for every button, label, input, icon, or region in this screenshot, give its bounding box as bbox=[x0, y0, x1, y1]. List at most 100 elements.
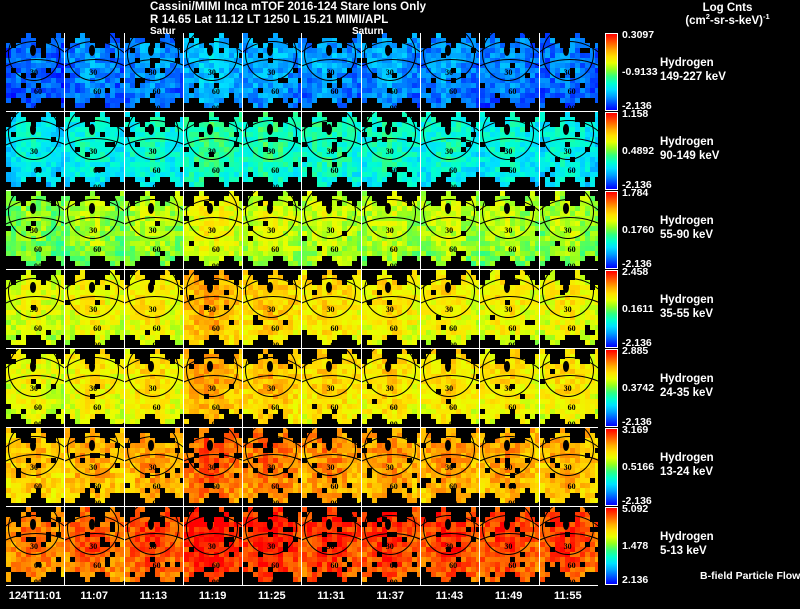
heatmap-cell bbox=[139, 88, 145, 93]
heatmap-cell bbox=[159, 53, 165, 58]
heatmap-cell bbox=[332, 88, 338, 93]
heatmap-cell bbox=[263, 88, 269, 93]
heatmap-cell bbox=[75, 103, 81, 108]
heatmap-cell bbox=[416, 108, 421, 111]
sky-map-panel[interactable]: 30 60 90 bbox=[183, 112, 243, 190]
heatmap-cell bbox=[174, 108, 180, 111]
sky-map-panel[interactable]: 30 60 90 bbox=[6, 112, 65, 190]
heatmap-cell bbox=[159, 73, 165, 78]
sky-map-panel[interactable]: 30 60 90 bbox=[65, 112, 124, 190]
sky-map-panel[interactable]: 30 60 90 bbox=[421, 112, 480, 191]
heatmap-cell bbox=[31, 93, 36, 98]
heatmap-cell bbox=[213, 83, 219, 88]
heatmap-cell bbox=[129, 63, 135, 68]
heatmap-cell bbox=[110, 73, 116, 78]
sky-map-panel[interactable]: 30 60 90 bbox=[539, 33, 598, 111]
sky-map-panel[interactable]: 30 60 90 bbox=[302, 112, 361, 190]
sky-map-panel[interactable]: 30 60 90 bbox=[65, 33, 124, 111]
sky-map-panel[interactable]: 30 60 90 bbox=[480, 112, 539, 190]
heatmap-cell bbox=[253, 48, 259, 53]
heatmap-cell bbox=[594, 33, 598, 38]
heatmap-cell bbox=[569, 93, 575, 98]
heatmap-cell bbox=[174, 33, 180, 38]
heatmap-cell bbox=[174, 43, 180, 48]
heatmap-cell bbox=[144, 48, 150, 53]
heatmap-cell bbox=[554, 93, 560, 98]
heatmap-cell bbox=[451, 83, 457, 88]
heatmap-cell bbox=[515, 108, 521, 111]
heatmap-cell bbox=[337, 68, 343, 73]
sky-map-panel[interactable]: 30 60 90 bbox=[124, 33, 183, 111]
heatmap-cell bbox=[198, 108, 204, 111]
heatmap-cell bbox=[406, 48, 412, 53]
pitch-angle-label: 30 bbox=[30, 68, 38, 77]
sky-map-panel[interactable]: 30 60 90 bbox=[183, 191, 243, 269]
heatmap-cell bbox=[56, 108, 61, 111]
sky-map-panel[interactable]: 30 60 90 bbox=[243, 191, 302, 269]
sky-map-panel[interactable]: 30 60 90 bbox=[124, 191, 183, 269]
heatmap-cell bbox=[110, 38, 116, 43]
heatmap-cell bbox=[366, 33, 372, 38]
heatmap-cell bbox=[401, 93, 407, 98]
planet-blob bbox=[444, 124, 451, 136]
heatmap-cell bbox=[327, 88, 333, 93]
heatmap-cell bbox=[46, 122, 51, 127]
pitch-angle-label: 90 bbox=[449, 183, 458, 191]
heatmap-cell bbox=[228, 53, 234, 58]
heatmap-cell bbox=[500, 103, 506, 108]
heatmap-cell bbox=[16, 38, 21, 43]
heatmap-cell bbox=[41, 33, 46, 38]
heatmap-cell bbox=[584, 88, 590, 93]
sky-map-panel[interactable]: 30 60 90 bbox=[421, 33, 480, 111]
heatmap-cell bbox=[36, 93, 41, 98]
heatmap-cell bbox=[327, 68, 333, 73]
heatmap-cell bbox=[569, 48, 575, 53]
sky-map-panel[interactable]: 30 60 90 bbox=[6, 191, 65, 269]
heatmap-cell bbox=[391, 83, 397, 88]
heatmap-cell bbox=[441, 103, 447, 108]
sky-map-panel[interactable]: 30 60 90 bbox=[243, 112, 302, 190]
sky-map-panel[interactable]: 30 60 90 bbox=[480, 33, 539, 111]
heatmap-cell bbox=[31, 88, 36, 93]
heatmap-cell bbox=[51, 98, 56, 103]
heatmap-cell bbox=[218, 88, 224, 93]
heatmap-cell bbox=[451, 33, 457, 38]
heatmap-cell bbox=[559, 88, 565, 93]
heatmap-cell bbox=[36, 132, 41, 137]
sky-map-panel[interactable]: 30 60 90 bbox=[6, 33, 65, 111]
sky-map-panel[interactable]: 30 60 90 bbox=[65, 191, 124, 269]
heatmap-cell bbox=[51, 152, 56, 157]
colorbar-units: (cm2-sr-s-keV)-1 bbox=[685, 12, 770, 27]
heatmap-cell bbox=[36, 98, 41, 103]
heatmap-cell bbox=[535, 33, 539, 38]
pitch-angle-label: 30 bbox=[326, 68, 335, 77]
heatmap-cell bbox=[26, 147, 31, 152]
heatmap-cell bbox=[352, 103, 358, 108]
sky-map-panel[interactable]: 30 60 90 bbox=[539, 112, 598, 190]
heatmap-cell bbox=[213, 48, 219, 53]
sky-map-panel[interactable]: 30 60 90 bbox=[124, 112, 183, 190]
heatmap-cell bbox=[41, 147, 46, 152]
heatmap-cell bbox=[36, 147, 41, 152]
heatmap-cell bbox=[179, 187, 183, 190]
heatmap-cell bbox=[56, 112, 61, 117]
sky-map-panel[interactable]: 30 60 90 bbox=[243, 33, 302, 111]
sky-map-panel[interactable]: 30 60 90 bbox=[183, 33, 243, 111]
heatmap-cell bbox=[110, 98, 116, 103]
sky-map-panel[interactable]: 30 60 90 bbox=[302, 33, 361, 111]
sky-map-panel[interactable]: 30 60 90 bbox=[361, 112, 421, 190]
heatmap-cell bbox=[574, 108, 580, 111]
heatmap-cell bbox=[307, 53, 313, 58]
heatmap-cell bbox=[213, 38, 219, 43]
heatmap-cell bbox=[61, 112, 65, 117]
heatmap-cell bbox=[312, 68, 318, 73]
sky-map-panel[interactable]: 30 60 90 bbox=[361, 33, 421, 111]
heatmap-cell bbox=[357, 83, 361, 88]
heatmap-cell bbox=[56, 117, 61, 122]
heatmap-cell bbox=[51, 68, 56, 73]
heatmap-cell bbox=[376, 108, 382, 111]
heatmap-cell bbox=[273, 53, 279, 58]
planet-blob bbox=[444, 45, 451, 57]
heatmap-cell bbox=[342, 68, 348, 73]
heatmap-cell bbox=[549, 73, 555, 78]
